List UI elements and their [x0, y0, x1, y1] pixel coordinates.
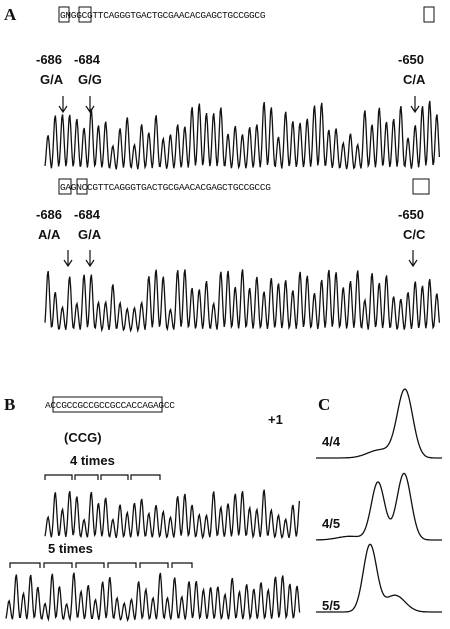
position: -650 [398, 52, 424, 67]
box [58, 178, 72, 195]
repeat-count: 5 times [48, 541, 93, 556]
genotype: G/G [78, 72, 102, 87]
repeat-label: (CCG) [64, 430, 102, 445]
trace [316, 472, 442, 541]
sequence: ACCGCCGCCGCCGCCACCAGAGCC [45, 400, 175, 411]
position: -684 [74, 52, 101, 67]
genotype: 5/5 [322, 598, 340, 613]
box [78, 6, 92, 23]
panel-label: A [4, 5, 17, 24]
position: -686 [36, 52, 62, 67]
repeat-count: 4 times [70, 453, 115, 468]
trace [44, 269, 441, 334]
sequence: GAGNCCGTTCAGGGTGACTGCGAACACGAGCTGCCGCCG [60, 182, 271, 193]
panel-label: C [318, 395, 330, 414]
genotype: C/C [403, 227, 426, 242]
box [52, 396, 163, 413]
genotype: G/A [78, 227, 102, 242]
position: -650 [398, 207, 424, 222]
panel-label: B [4, 395, 15, 414]
genotype: A/A [38, 227, 61, 242]
genotype: 4/4 [322, 434, 341, 449]
position: -686 [36, 207, 62, 222]
position: -684 [74, 207, 101, 222]
brackets [44, 474, 161, 480]
trace [44, 100, 441, 170]
position: +1 [268, 412, 283, 427]
box [423, 6, 435, 23]
genotype: 4/5 [322, 516, 340, 531]
trace [316, 388, 442, 459]
box [58, 6, 70, 23]
genotype: C/A [403, 72, 426, 87]
brackets [9, 562, 193, 568]
trace [5, 572, 301, 623]
genotype: G/A [40, 72, 64, 87]
trace [316, 543, 442, 613]
box [412, 178, 430, 195]
arrows [58, 96, 420, 114]
trace [44, 489, 301, 540]
sequence: GNGGCGTTCAGGGTGACTGCGAACACGAGCTGCCGGCG [60, 10, 266, 21]
arrows [63, 250, 418, 268]
box [76, 178, 88, 195]
